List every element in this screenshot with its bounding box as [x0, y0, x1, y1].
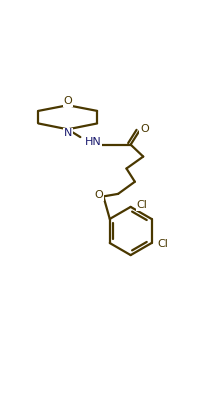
Text: O: O	[63, 96, 72, 106]
Text: Cl: Cl	[136, 200, 147, 210]
Text: O: O	[140, 124, 149, 134]
Text: HN: HN	[85, 137, 101, 147]
Text: N: N	[64, 128, 72, 138]
Text: O: O	[94, 190, 103, 200]
Text: Cl: Cl	[157, 239, 168, 249]
